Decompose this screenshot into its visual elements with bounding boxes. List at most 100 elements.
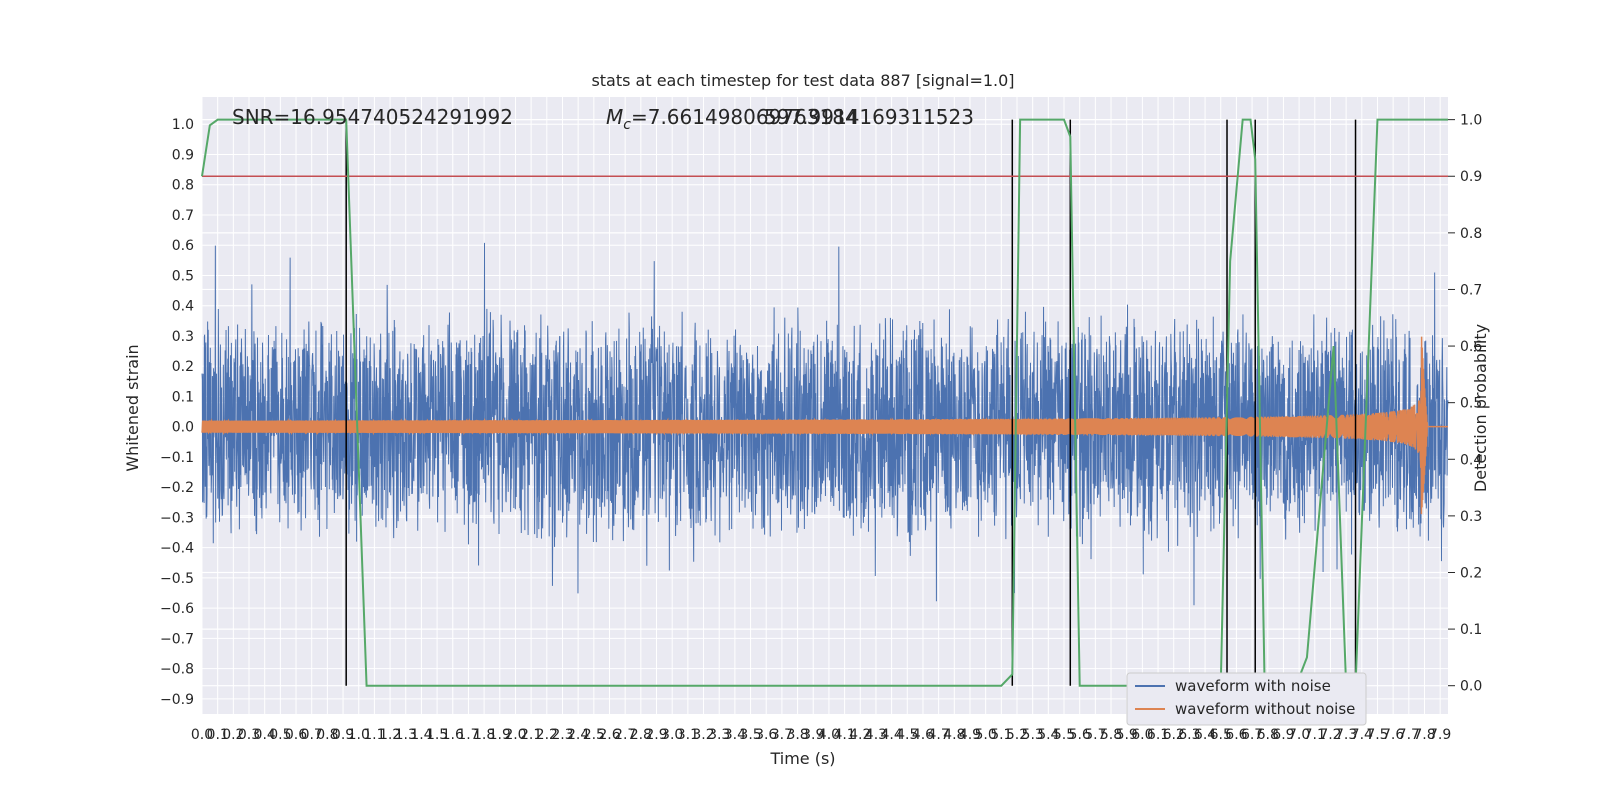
x-tick-label: 4.7 bbox=[927, 727, 949, 743]
chirp-mass-symbol: M bbox=[606, 105, 623, 129]
y-left-tick-label: 1.0 bbox=[172, 117, 194, 133]
x-tick-label: 6.1 bbox=[1147, 727, 1169, 743]
x-tick-label: 4.5 bbox=[896, 727, 918, 743]
y-right-tick-label: 0.3 bbox=[1460, 509, 1482, 525]
y-left-tick-label: 0.6 bbox=[172, 238, 194, 254]
x-tick-label: 6.0 bbox=[1131, 727, 1153, 743]
x-tick-label: 3.0 bbox=[661, 727, 683, 743]
y-right-tick-label: 0.5 bbox=[1460, 396, 1482, 412]
x-tick-label: 2.4 bbox=[567, 727, 589, 743]
y-right-tick-label: 0.2 bbox=[1460, 565, 1482, 581]
y-left-tick-label: −0.4 bbox=[160, 541, 194, 557]
x-tick-label: 0.4 bbox=[254, 727, 276, 743]
x-tick-label: 2.8 bbox=[630, 727, 652, 743]
y-left-tick-label: 0.5 bbox=[172, 268, 194, 284]
x-tick-label: 5.5 bbox=[1053, 727, 1075, 743]
series-waveform-without-noise bbox=[201, 336, 1448, 515]
x-tick-label: 6.6 bbox=[1225, 727, 1247, 743]
x-tick-label: 0.7 bbox=[301, 727, 323, 743]
x-tick-label: 1.7 bbox=[457, 727, 479, 743]
x-tick-label: 6.8 bbox=[1257, 727, 1279, 743]
x-tick-label: 0.3 bbox=[238, 727, 260, 743]
x-tick-label: 3.3 bbox=[708, 727, 730, 743]
x-tick-label: 1.3 bbox=[395, 727, 417, 743]
y-right-tick-label: 0.0 bbox=[1460, 679, 1482, 695]
y-left-tick-label: −0.7 bbox=[160, 631, 194, 647]
x-tick-label: 1.6 bbox=[442, 727, 464, 743]
x-tick-label: 1.5 bbox=[426, 727, 448, 743]
x-tick-label: 3.5 bbox=[739, 727, 761, 743]
y-left-tick-label: −0.2 bbox=[160, 480, 194, 496]
x-tick-label: 0.6 bbox=[285, 727, 307, 743]
legend-box bbox=[1126, 672, 1367, 726]
x-tick-label: 7.4 bbox=[1351, 727, 1373, 743]
x-tick-label: 6.2 bbox=[1163, 727, 1185, 743]
x-tick-label: 5.4 bbox=[1037, 727, 1059, 743]
x-tick-label: 5.9 bbox=[1116, 727, 1138, 743]
x-tick-label: 1.2 bbox=[379, 727, 401, 743]
x-tick-label: 6.7 bbox=[1241, 727, 1263, 743]
x-tick-label: 1.8 bbox=[473, 727, 495, 743]
y-left-tick-label: 0.1 bbox=[172, 389, 194, 405]
x-axis-label: Time (s) bbox=[769, 749, 835, 768]
x-tick-label: 0.5 bbox=[269, 727, 291, 743]
x-tick-label: 3.2 bbox=[692, 727, 714, 743]
x-tick-label: 7.9 bbox=[1429, 727, 1451, 743]
x-tick-label: 2.6 bbox=[598, 727, 620, 743]
x-tick-label: 2.7 bbox=[614, 727, 636, 743]
chirp-mass-subscript: c bbox=[623, 117, 631, 133]
x-tick-label: 5.0 bbox=[975, 727, 997, 743]
legend: waveform with noise waveform without noi… bbox=[1126, 672, 1367, 726]
x-tick-label: 2.5 bbox=[583, 727, 605, 743]
y-left-tick-label: 0.4 bbox=[172, 299, 194, 315]
y-right-tick-label: 0.6 bbox=[1460, 339, 1482, 355]
snr-annotation: SNR=16.954740524291992 bbox=[232, 105, 513, 129]
x-tick-label: 6.4 bbox=[1194, 727, 1216, 743]
x-tick-label: 2.0 bbox=[504, 727, 526, 743]
x-tick-label: 5.6 bbox=[1069, 727, 1091, 743]
x-tick-label: 0.9 bbox=[332, 727, 354, 743]
y-left-axis-ticks: −0.9 −0.8 −0.7 −0.6 −0.5 −0.4 −0.3 −0.2 −0.1 0.0 0… bbox=[160, 117, 194, 708]
x-tick-label: 4.6 bbox=[912, 727, 934, 743]
y-left-tick-label: −0.8 bbox=[160, 662, 194, 678]
legend-label-clean: waveform without noise bbox=[1175, 700, 1355, 718]
y-left-tick-label: −0.9 bbox=[160, 692, 194, 708]
x-tick-label: 1.0 bbox=[348, 727, 370, 743]
y-right-tick-label: 0.8 bbox=[1460, 226, 1482, 242]
y-right-tick-label: 0.4 bbox=[1460, 452, 1482, 468]
y-left-tick-label: −0.6 bbox=[160, 601, 194, 617]
x-tick-label: 4.9 bbox=[959, 727, 981, 743]
y-right-axis-ticks: 0.0 0.1 0.2 0.3 0.4 0.5 0.6 0.7 0.8 0.9 1.0 bbox=[1448, 113, 1482, 695]
x-tick-label: 1.1 bbox=[363, 727, 385, 743]
x-tick-label: 3.6 bbox=[755, 727, 777, 743]
x-tick-label: 7.0 bbox=[1288, 727, 1310, 743]
x-tick-label: 4.4 bbox=[880, 727, 902, 743]
x-tick-label: 6.3 bbox=[1178, 727, 1200, 743]
y-left-tick-label: −0.5 bbox=[160, 571, 194, 587]
legend-label-noise: waveform with noise bbox=[1175, 677, 1331, 695]
x-tick-label: 4.0 bbox=[818, 727, 840, 743]
x-tick-label: 0.1 bbox=[207, 727, 229, 743]
x-tick-label: 7.8 bbox=[1413, 727, 1435, 743]
x-tick-label: 3.4 bbox=[724, 727, 746, 743]
y-left-tick-label: −0.1 bbox=[160, 450, 194, 466]
y-right-tick-label: 0.9 bbox=[1460, 169, 1482, 185]
x-tick-label: 7.3 bbox=[1335, 727, 1357, 743]
x-tick-label: 7.6 bbox=[1382, 727, 1404, 743]
x-tick-label: 2.2 bbox=[536, 727, 558, 743]
x-tick-label: 5.7 bbox=[1084, 727, 1106, 743]
x-tick-label: 2.9 bbox=[645, 727, 667, 743]
x-tick-label: 3.8 bbox=[786, 727, 808, 743]
x-tick-label: 4.2 bbox=[849, 727, 871, 743]
chirp-mass-annotation: Mc=7.661498069763184 bbox=[606, 105, 858, 133]
x-tick-label: 6.9 bbox=[1272, 727, 1294, 743]
x-tick-label: 0.8 bbox=[316, 727, 338, 743]
x-tick-label: 1.9 bbox=[489, 727, 511, 743]
x-tick-label: 0.0 bbox=[191, 727, 213, 743]
y-left-tick-label: 0.3 bbox=[172, 329, 194, 345]
x-tick-label: 5.3 bbox=[1022, 727, 1044, 743]
x-tick-label: 7.2 bbox=[1319, 727, 1341, 743]
overlap-annotation: 597.9914169311523 bbox=[764, 105, 974, 129]
y-right-tick-label: 0.1 bbox=[1460, 622, 1482, 638]
